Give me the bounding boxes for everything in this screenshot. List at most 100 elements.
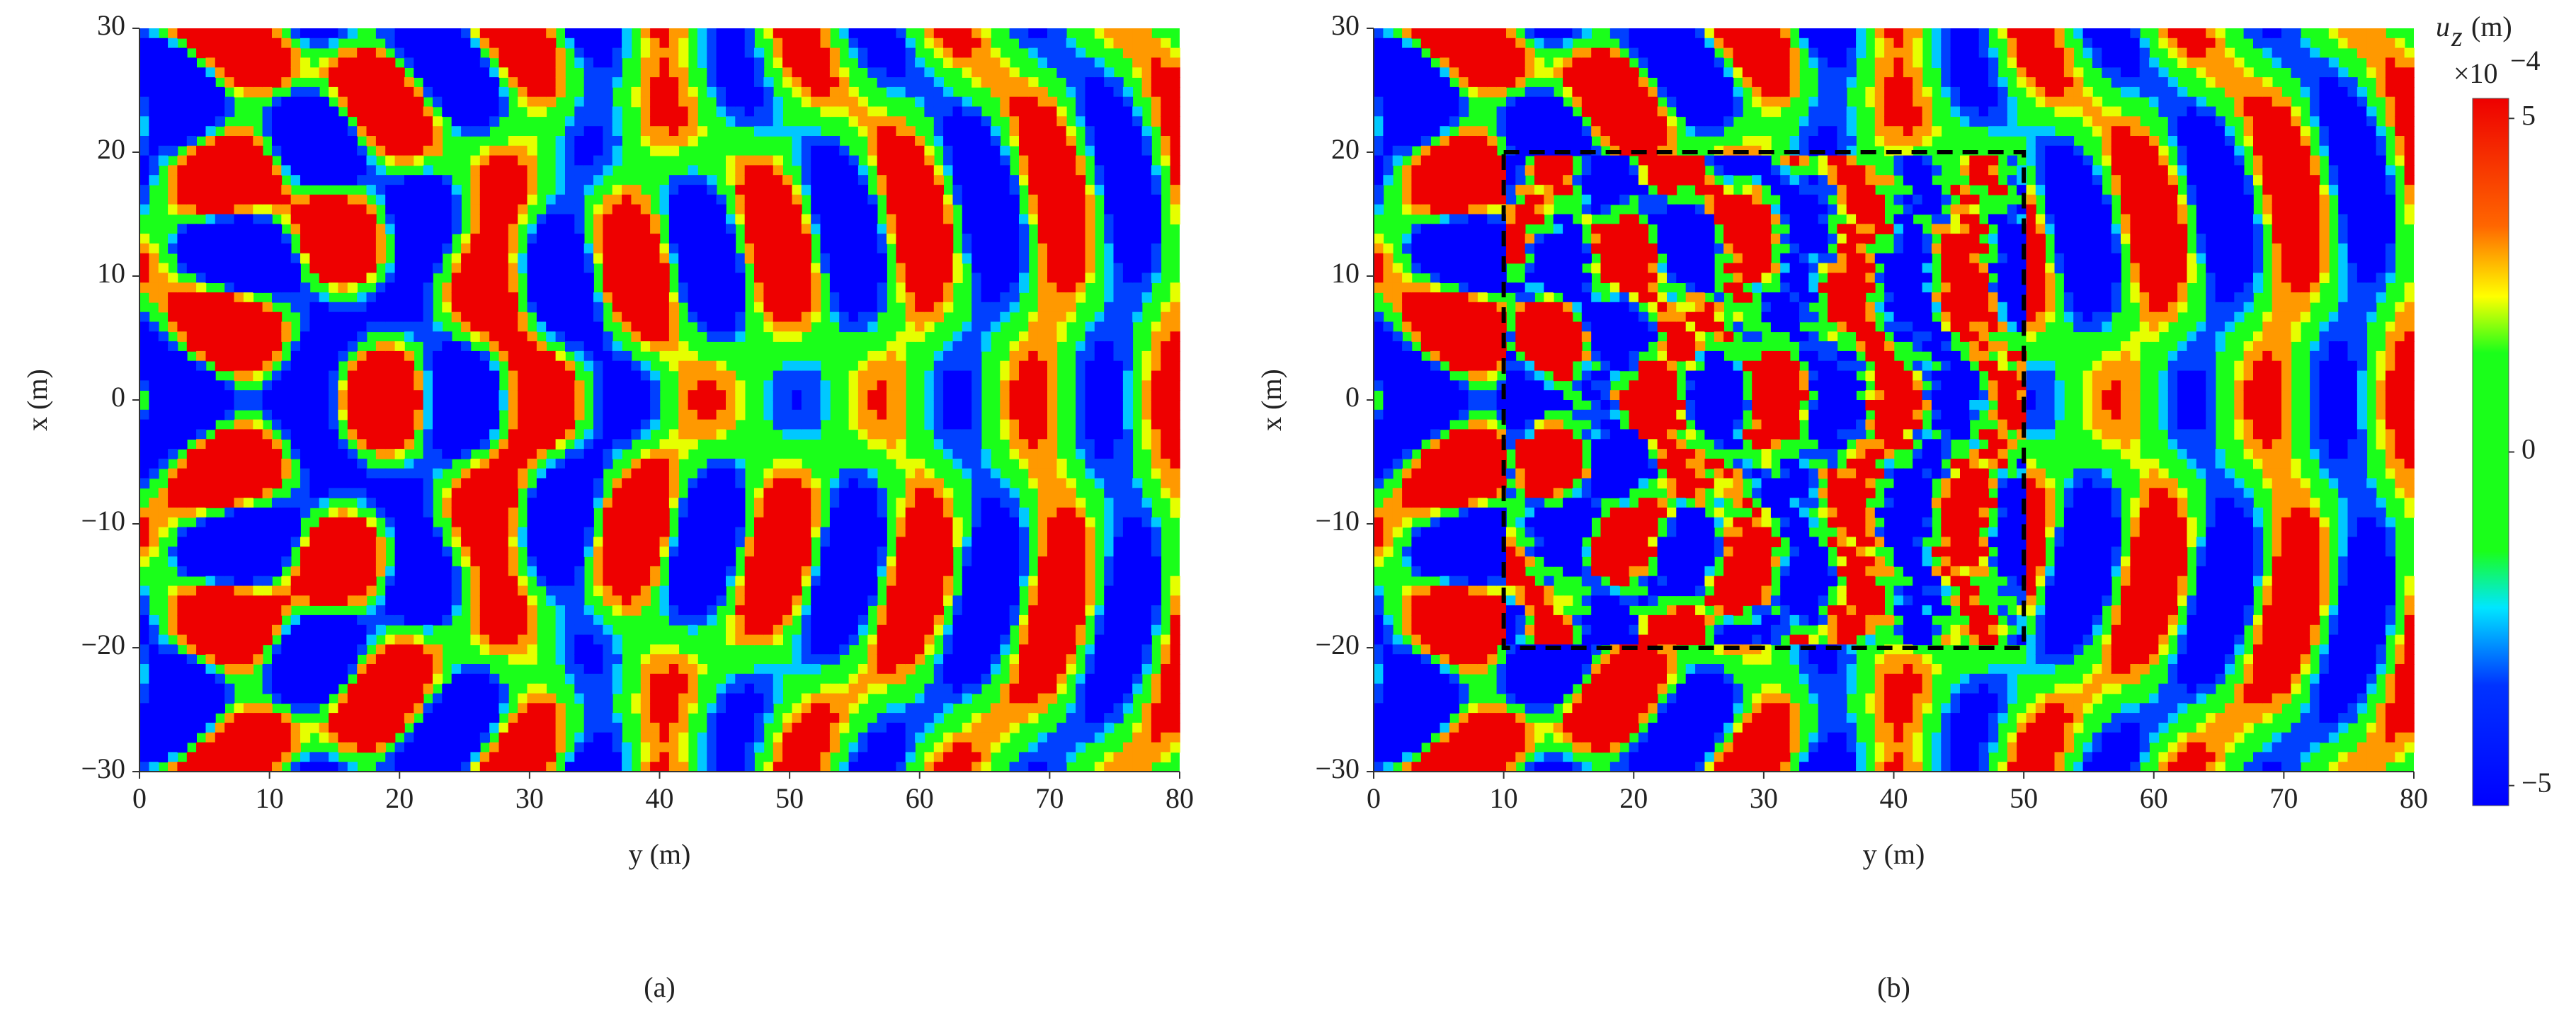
- field-cell: [158, 67, 169, 78]
- field-cell: [366, 390, 377, 401]
- field-cell: [546, 409, 557, 420]
- field-cell: [697, 742, 708, 753]
- field-cell: [622, 282, 632, 293]
- field-cell: [442, 77, 452, 88]
- field-cell: [243, 556, 254, 567]
- field-cell: [168, 96, 178, 108]
- field-cell: [215, 234, 225, 244]
- field-cell: [905, 47, 916, 59]
- field-cell: [811, 390, 821, 401]
- field-cell: [479, 253, 490, 264]
- field-cell: [763, 693, 774, 704]
- field-cell: [177, 175, 188, 185]
- field-cell: [414, 67, 424, 78]
- field-cell: [650, 732, 661, 743]
- field-cell: [366, 321, 377, 333]
- field-cell: [716, 585, 726, 597]
- field-cell: [848, 234, 859, 244]
- field-cell: [839, 713, 850, 723]
- field-cell: [801, 28, 811, 39]
- field-cell: [149, 429, 159, 440]
- field-cell: [782, 263, 793, 274]
- field-cell: [612, 204, 622, 215]
- field-cell: [423, 498, 433, 508]
- field-cell: [811, 693, 821, 704]
- field-cell: [205, 47, 216, 59]
- field-cell: [243, 566, 254, 577]
- field-cell: [848, 38, 859, 49]
- field-cell: [149, 341, 159, 352]
- field-cell: [489, 547, 500, 557]
- field-cell: [375, 57, 387, 68]
- field-cell: [451, 282, 462, 293]
- field-cell: [829, 214, 840, 225]
- field-cell: [603, 644, 613, 655]
- field-cell: [414, 508, 424, 518]
- field-cell: [829, 595, 840, 606]
- field-cell: [801, 624, 811, 636]
- field-cell: [253, 585, 263, 597]
- field-cell: [139, 644, 150, 655]
- field-cell: [253, 732, 263, 743]
- field-cell: [603, 634, 613, 646]
- field-cell: [309, 400, 320, 411]
- field-cell: [896, 380, 906, 391]
- field-cell: [574, 273, 585, 283]
- field-cell: [583, 722, 594, 733]
- field-cell: [536, 253, 547, 264]
- field-cell: [555, 722, 566, 733]
- field-cell: [357, 732, 367, 743]
- field-cell: [565, 576, 576, 587]
- field-cell: [829, 155, 840, 166]
- field-cell: [139, 556, 150, 567]
- field-cell: [451, 194, 462, 205]
- field-cell: [905, 508, 916, 518]
- field-cell: [650, 380, 661, 391]
- field-cell: [479, 693, 490, 704]
- field-cell: [583, 360, 594, 372]
- field-cell: [668, 47, 680, 59]
- field-cell: [896, 224, 906, 234]
- field-cell: [215, 693, 225, 704]
- field-cell: [896, 263, 906, 274]
- field-cell: [593, 243, 604, 254]
- field-cell: [801, 155, 811, 166]
- field-cell: [820, 595, 831, 606]
- field-cell: [518, 204, 528, 215]
- field-cell: [792, 634, 802, 646]
- field-cell: [281, 595, 292, 606]
- field-cell: [414, 390, 424, 401]
- field-cell: [508, 321, 518, 333]
- field-cell: [659, 508, 670, 518]
- field-cell: [479, 517, 490, 528]
- field-cell: [414, 488, 424, 498]
- field-cell: [801, 762, 811, 772]
- field-cell: [518, 713, 528, 723]
- field-cell: [489, 585, 500, 597]
- field-cell: [801, 380, 811, 391]
- field-cell: [867, 106, 878, 118]
- field-cell: [896, 155, 906, 166]
- field-cell: [414, 263, 424, 274]
- field-cell: [158, 302, 169, 313]
- field-cell: [839, 28, 850, 39]
- field-cell: [583, 273, 594, 283]
- field-cell: [451, 488, 462, 498]
- field-cell: [205, 585, 216, 597]
- field-cell: [272, 47, 283, 59]
- field-cell: [631, 537, 642, 547]
- field-cell: [518, 693, 528, 704]
- field-cell: [697, 234, 708, 244]
- field-cell: [479, 634, 490, 646]
- field-cell: [272, 331, 283, 342]
- field-cell: [479, 204, 490, 215]
- field-cell: [158, 693, 169, 704]
- field-cell: [829, 145, 840, 156]
- field-cell: [442, 282, 452, 293]
- field-cell: [782, 321, 793, 333]
- field-cell: [158, 644, 169, 655]
- field-cell: [177, 566, 188, 577]
- field-cell: [234, 28, 244, 39]
- field-cell: [309, 390, 320, 401]
- field-cell: [272, 449, 283, 459]
